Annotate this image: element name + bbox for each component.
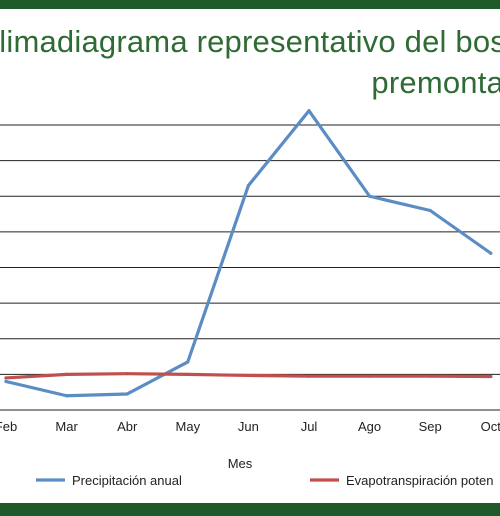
data-point [246,183,250,188]
data-point [246,373,250,378]
chart-title-line-2: premonta [371,65,500,100]
data-point [428,208,432,213]
x-tick-label: Sep [419,419,442,434]
data-point [368,194,372,198]
series-line-1 [4,109,493,398]
data-point [307,374,311,378]
data-point [4,379,8,384]
data-point [65,372,69,376]
legend-label: Precipitación anual [72,473,182,488]
chart-title-line-1: Climadiagrama representativo del bos [0,24,500,59]
x-axis-title: Mes [228,456,253,471]
x-tick-label: Jul [301,419,318,434]
data-point [428,374,432,378]
data-point [307,109,311,113]
x-tick-label: Feb [0,419,17,434]
x-tick-label: Ago [358,419,381,434]
x-tick-label: Mar [55,419,78,434]
data-point [186,360,190,364]
x-tick-label: Oct [481,419,500,434]
data-point [186,372,190,376]
x-tick-label: Jun [238,419,259,434]
x-tick-labels: Feb Mar Abr May Jun Jul Ago Sep Oct [0,419,500,434]
legend: Precipitación anual Evapotranspiración po… [36,473,493,488]
series-layer [4,109,493,398]
gridlines [0,124,500,411]
data-point [65,394,69,398]
data-point [125,372,129,376]
x-tick-label: Abr [117,419,138,434]
data-point [4,376,8,380]
data-point [489,251,493,255]
legend-label: Evapotranspiración poten [346,473,493,488]
data-point [489,374,493,379]
data-point [125,392,129,396]
x-tick-label: May [176,419,201,434]
top-border [0,0,500,9]
data-point [368,374,372,378]
bottom-border [0,503,500,516]
